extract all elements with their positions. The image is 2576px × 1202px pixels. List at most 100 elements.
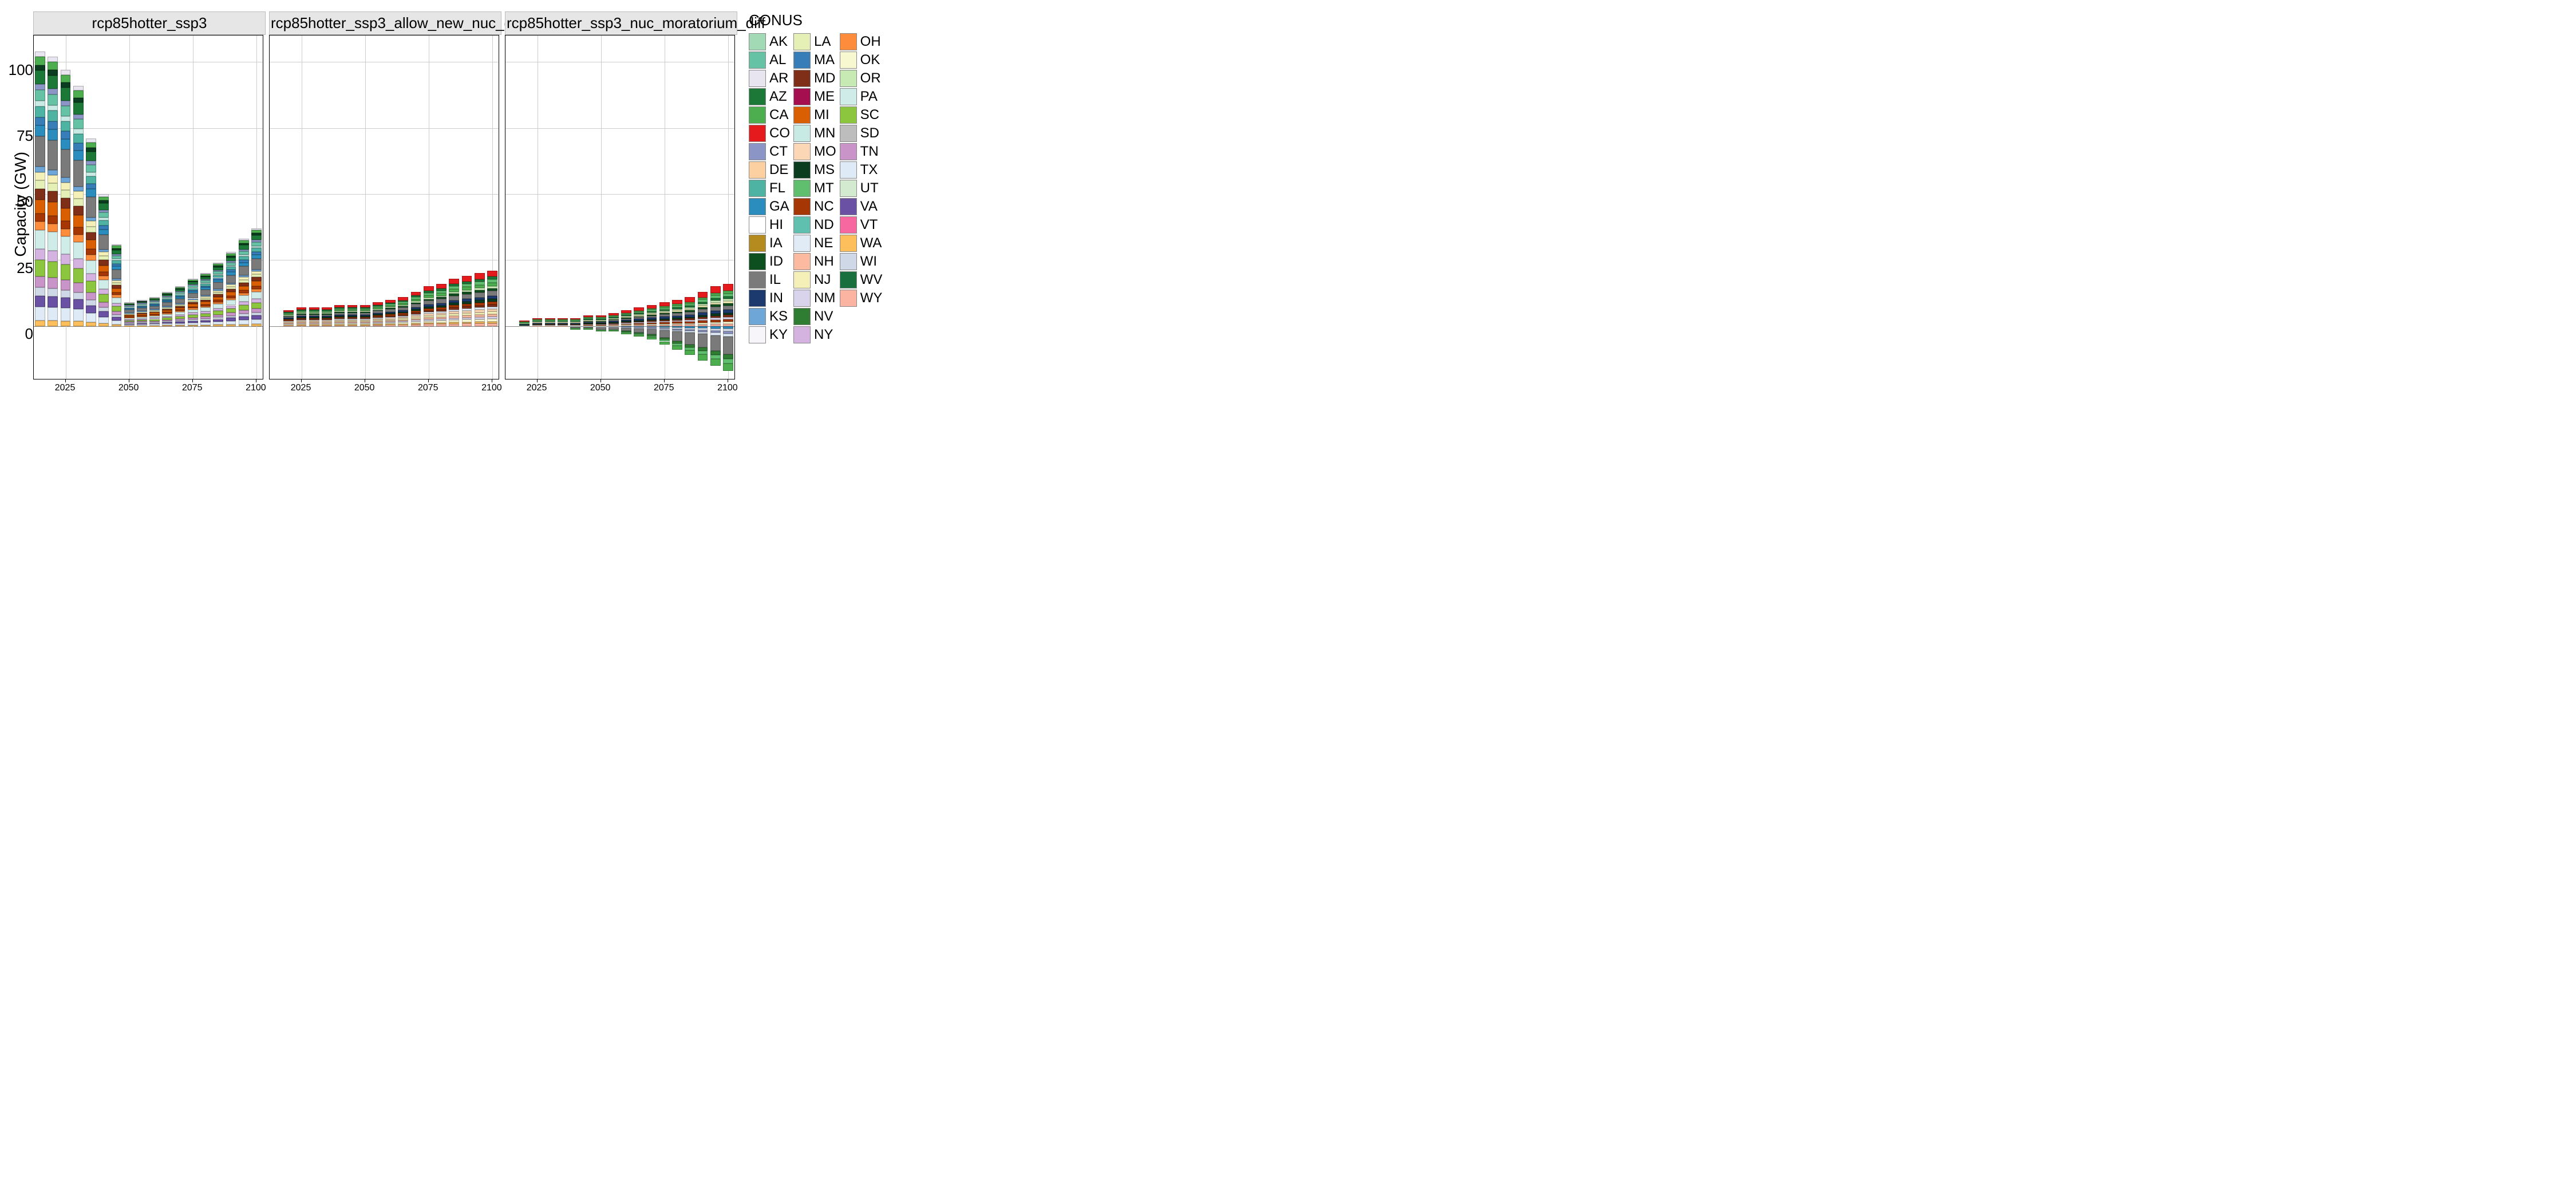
bar-segment xyxy=(112,292,122,295)
legend-swatch xyxy=(840,143,857,160)
bar-segment xyxy=(239,266,249,276)
bar-segment xyxy=(175,286,185,287)
bar-segment xyxy=(239,275,249,277)
bar-segment xyxy=(124,317,135,318)
bar-segment xyxy=(98,311,109,317)
bar-segment xyxy=(385,321,396,322)
bar-segment xyxy=(347,325,358,326)
legend-label: NJ xyxy=(814,272,831,288)
bar-segment xyxy=(98,302,109,307)
bar-segment xyxy=(462,282,472,284)
bar-segment xyxy=(98,230,109,235)
bar-segment xyxy=(200,276,211,277)
bar-segment xyxy=(723,322,733,324)
legend-label: OR xyxy=(860,70,881,86)
bar-segment xyxy=(124,305,135,306)
bar-segment xyxy=(462,292,472,294)
bar-segment xyxy=(411,319,421,320)
bar-segment xyxy=(35,52,45,57)
bar-segment xyxy=(73,98,84,102)
bar-segment xyxy=(398,303,408,305)
bar-segment xyxy=(334,305,345,307)
bar-segment xyxy=(48,110,58,121)
legend: CONUS AKALARAZCACOCTDEFLGAHIIAIDILINKSKY… xyxy=(749,11,882,344)
bar-segment xyxy=(137,326,147,327)
plot-area xyxy=(269,35,499,379)
legend-item: MI xyxy=(793,106,836,124)
legend-label: OK xyxy=(860,52,880,68)
legend-swatch xyxy=(793,106,811,124)
bar-segment xyxy=(213,311,223,315)
bar-segment xyxy=(411,297,421,299)
bar-segment xyxy=(322,307,332,310)
legend-item: IL xyxy=(749,271,790,289)
bar-segment xyxy=(698,306,708,307)
bar-segment xyxy=(487,307,497,309)
bar-segment xyxy=(347,307,358,309)
bar-segment xyxy=(621,310,631,313)
bar-segment xyxy=(487,279,497,283)
bar-segment xyxy=(723,301,733,303)
legend-item: UT xyxy=(840,179,883,197)
bar-segment xyxy=(411,301,421,302)
legend-swatch xyxy=(793,88,811,105)
bar-segment xyxy=(73,259,84,268)
bar-segment xyxy=(251,240,262,242)
bar-segment xyxy=(570,319,580,321)
bar-segment xyxy=(162,321,172,322)
bar-segment xyxy=(698,334,708,347)
bar-segment xyxy=(251,319,262,325)
bar-segment xyxy=(188,299,198,300)
bar-segment xyxy=(685,322,695,323)
bar-segment xyxy=(398,320,408,321)
bar-segment xyxy=(449,322,459,323)
bar-segment xyxy=(239,293,249,296)
bar-segment xyxy=(162,310,172,312)
legend-label: AR xyxy=(769,70,788,86)
bar-segment xyxy=(226,321,236,325)
bar-segment xyxy=(436,323,447,324)
legend-swatch xyxy=(749,161,766,179)
legend-swatch xyxy=(840,106,857,124)
bar-segment xyxy=(200,300,211,302)
bar-segment xyxy=(239,239,249,240)
bar-segment xyxy=(124,302,135,303)
bar-segment xyxy=(621,313,631,314)
bar-segment xyxy=(411,311,421,313)
bar-segment xyxy=(175,308,185,310)
legend-label: HI xyxy=(769,217,783,233)
bar-segment xyxy=(385,307,396,308)
bar-segment xyxy=(411,323,421,325)
bar-segment xyxy=(35,222,45,230)
bar-segment xyxy=(149,302,160,303)
bar-segment xyxy=(86,161,96,165)
bar-segment xyxy=(149,324,160,326)
bar-segment xyxy=(61,149,71,177)
bar-segment xyxy=(98,307,109,311)
bar-segment xyxy=(360,313,370,315)
x-tick-label: 2025 xyxy=(291,383,311,393)
bar-segment xyxy=(175,303,185,305)
bar-segment xyxy=(609,322,619,323)
bar-segment xyxy=(200,306,211,308)
bar-segment xyxy=(475,317,485,319)
bar-segment xyxy=(424,298,434,299)
bar-segment xyxy=(424,291,434,292)
bar-segment xyxy=(188,321,198,323)
legend-swatch xyxy=(749,88,766,105)
bar-segment xyxy=(475,273,485,279)
bar-segment xyxy=(723,294,733,296)
legend-item: AZ xyxy=(749,88,790,106)
legend-label: KY xyxy=(769,327,788,343)
bar-segment xyxy=(558,318,568,319)
bar-segment xyxy=(239,310,249,314)
legend-label: FL xyxy=(769,180,785,196)
bar-segment xyxy=(449,324,459,326)
bar-segment xyxy=(251,277,262,281)
bar-segment xyxy=(449,279,459,284)
bar-segment xyxy=(360,310,370,311)
bar-segment xyxy=(200,295,211,296)
legend-item: IA xyxy=(749,234,790,252)
bar-segment xyxy=(251,292,262,299)
bar-segment xyxy=(112,325,122,326)
